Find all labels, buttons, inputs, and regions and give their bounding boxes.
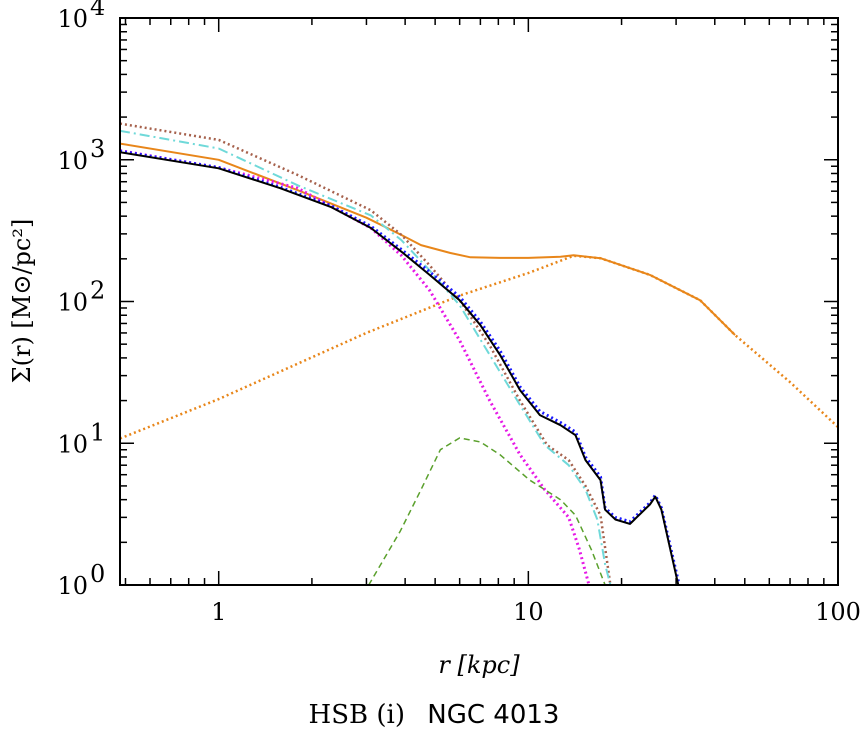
sample-label: HSB (i): [308, 700, 405, 730]
x-axis-label: r [kpc]: [438, 651, 520, 679]
series-line-0: [120, 254, 838, 440]
y-tick-exponent: 2: [90, 277, 105, 305]
y-tick-exponent: 0: [90, 560, 105, 588]
plot-frame: [119, 17, 839, 586]
y-tick-exponent: 4: [90, 0, 105, 21]
series-line-5: [368, 437, 606, 585]
series-line-1: [120, 142, 736, 336]
series-line-3: [120, 129, 612, 585]
y-tick-label: 10: [57, 430, 88, 458]
y-tick-label: 10: [57, 5, 88, 33]
y-tick-exponent: 3: [90, 135, 105, 163]
x-tick-label: 10: [513, 598, 544, 626]
series-line-2: [120, 122, 612, 585]
x-tick-label: 100: [815, 598, 861, 626]
y-tick-label: 10: [57, 572, 88, 600]
series-line-7: [120, 151, 680, 585]
series-line-6: [120, 149, 681, 585]
figure-caption: HSB (i) NGC 4013: [0, 700, 868, 730]
series-line-4: [120, 149, 591, 585]
galaxy-name: NGC 4013: [427, 700, 560, 730]
x-tick-label: 1: [211, 598, 226, 626]
y-tick-exponent: 1: [90, 418, 105, 446]
y-tick-label: 10: [57, 147, 88, 175]
y-tick-label: 10: [57, 289, 88, 317]
y-axis-label: Σ(r) [M⊙/pc²]: [8, 219, 36, 384]
